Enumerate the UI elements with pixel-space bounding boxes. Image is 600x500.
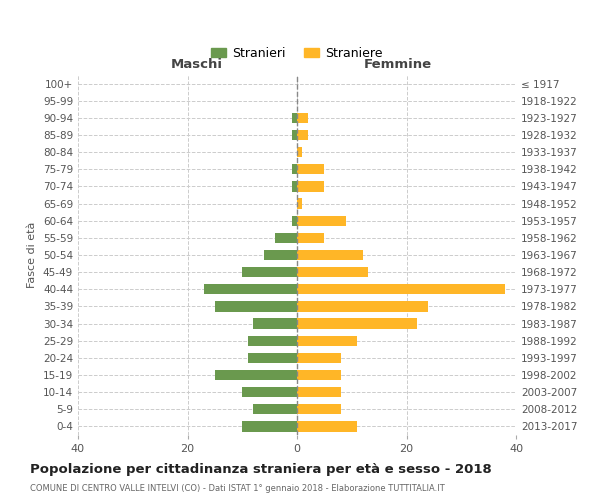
Bar — [297, 267, 368, 278]
Bar — [242, 387, 297, 398]
Bar — [297, 422, 357, 432]
Bar — [297, 302, 428, 312]
Bar — [297, 250, 362, 260]
Text: Femmine: Femmine — [364, 58, 432, 71]
Bar — [242, 267, 297, 278]
Bar — [297, 198, 302, 208]
Bar — [297, 130, 308, 140]
Bar — [297, 232, 325, 243]
Bar — [253, 404, 297, 414]
Bar — [248, 352, 297, 363]
Text: Maschi: Maschi — [170, 58, 222, 71]
Bar — [248, 336, 297, 346]
Text: Popolazione per cittadinanza straniera per età e sesso - 2018: Popolazione per cittadinanza straniera p… — [30, 462, 492, 475]
Text: COMUNE DI CENTRO VALLE INTELVI (CO) - Dati ISTAT 1° gennaio 2018 - Elaborazione : COMUNE DI CENTRO VALLE INTELVI (CO) - Da… — [30, 484, 445, 493]
Bar — [297, 164, 325, 174]
Bar — [297, 318, 418, 328]
Bar — [275, 232, 297, 243]
Bar — [297, 370, 341, 380]
Bar — [297, 147, 302, 158]
Bar — [292, 164, 297, 174]
Bar — [215, 370, 297, 380]
Bar — [292, 182, 297, 192]
Y-axis label: Fasce di età: Fasce di età — [28, 222, 37, 288]
Bar — [292, 130, 297, 140]
Bar — [297, 112, 308, 123]
Legend: Stranieri, Straniere: Stranieri, Straniere — [206, 42, 388, 64]
Bar — [297, 336, 357, 346]
Bar — [297, 284, 505, 294]
Bar — [215, 302, 297, 312]
Bar — [242, 422, 297, 432]
Bar — [297, 216, 346, 226]
Bar — [264, 250, 297, 260]
Bar — [297, 387, 341, 398]
Bar — [297, 352, 341, 363]
Bar — [253, 318, 297, 328]
Bar — [204, 284, 297, 294]
Bar — [292, 216, 297, 226]
Bar — [297, 182, 325, 192]
Bar — [292, 112, 297, 123]
Bar — [297, 404, 341, 414]
